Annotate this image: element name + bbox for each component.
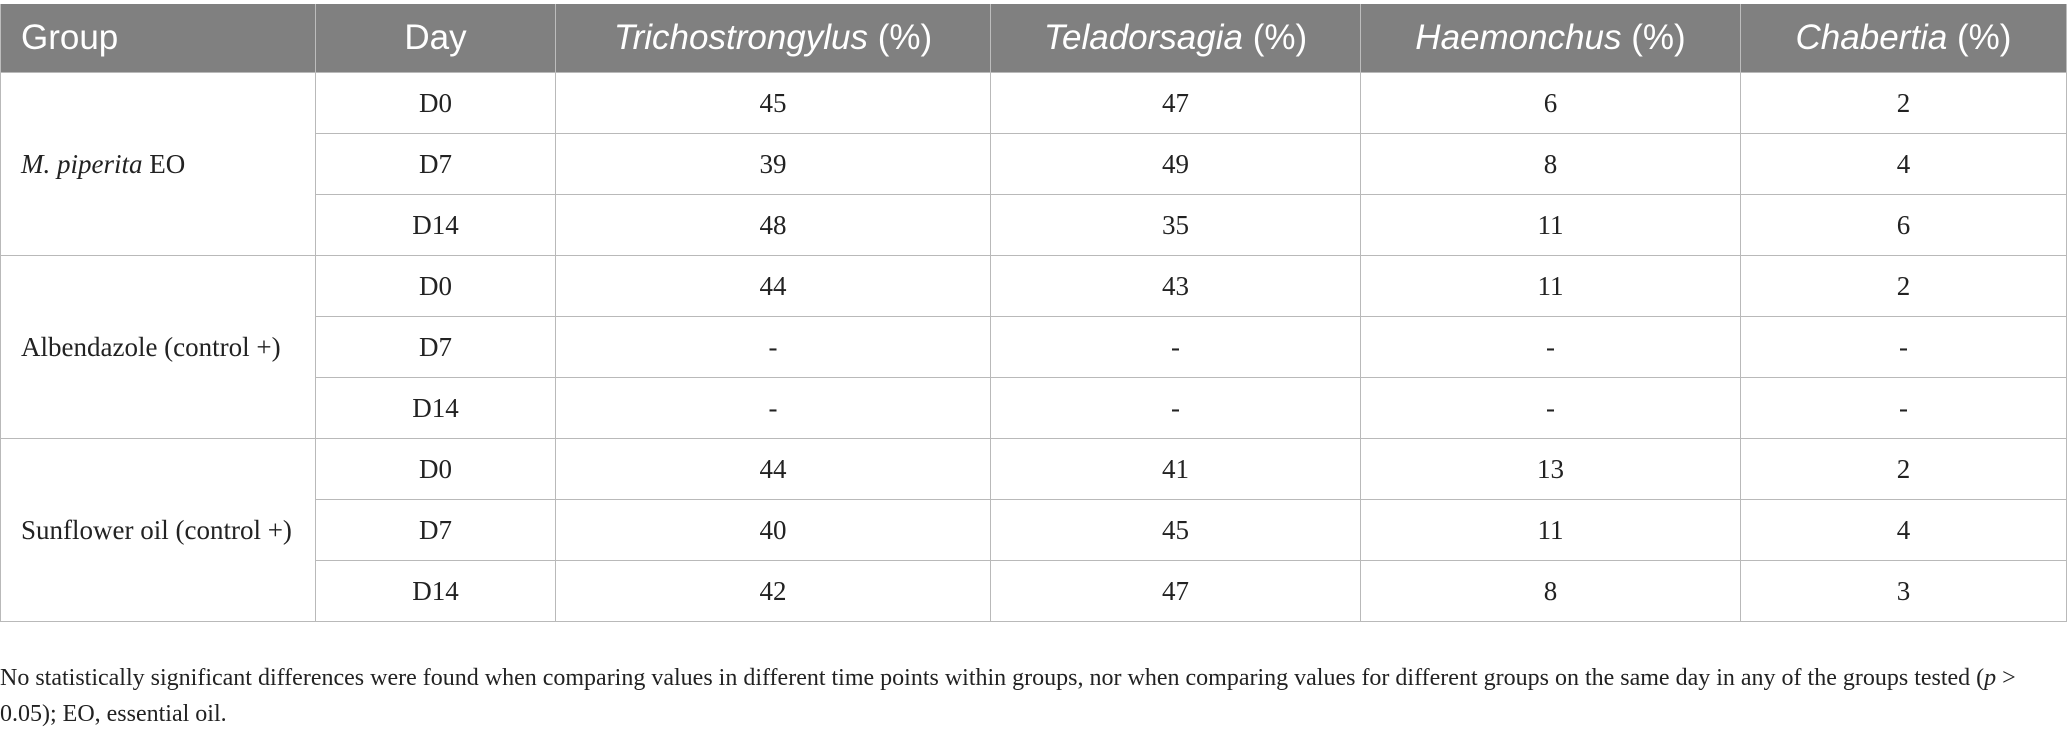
value-cell: 6 [1740, 194, 2067, 256]
value-cell: 2 [1740, 438, 2067, 500]
day-cell: D14 [315, 194, 556, 256]
header-day: Day [315, 4, 556, 73]
value-cell: 42 [555, 560, 991, 622]
value-cell: 35 [990, 194, 1361, 256]
value-cell: 44 [555, 438, 991, 500]
footnote-text-start: No statistically significant differences… [0, 665, 1985, 691]
day-cell: D14 [315, 560, 556, 622]
header-haemonchus: Haemonchus (%) [1360, 4, 1741, 73]
day-cell: D0 [315, 438, 556, 500]
header-genus-name: Trichostrongylus [613, 18, 868, 57]
group-name-cell: Albendazole (control +) [0, 255, 316, 439]
value-cell: 47 [990, 72, 1361, 134]
value-cell: 4 [1740, 499, 2067, 561]
table-row: D14 48 35 11 6 [1, 194, 2067, 256]
value-cell: 2 [1740, 72, 2067, 134]
group-name-text: EO [142, 148, 186, 179]
group-name-cell: M. piperita EO [0, 72, 316, 256]
value-cell: 3 [1740, 560, 2067, 622]
day-cell: D14 [315, 377, 556, 439]
header-genus-name: Haemonchus [1415, 18, 1622, 57]
header-chabertia: Chabertia (%) [1740, 4, 2067, 73]
header-unit: (%) [1242, 18, 1308, 57]
table-row: D14 - - - - [1, 377, 2067, 439]
value-cell: 48 [555, 194, 991, 256]
value-cell: 4 [1740, 133, 2067, 195]
group-name-italic: M. piperita [21, 148, 143, 179]
group-name-text: Albendazole (control +) [21, 331, 281, 362]
table-row: D14 42 47 8 3 [1, 560, 2067, 622]
value-cell: - [555, 316, 991, 378]
header-unit: (%) [1621, 18, 1686, 57]
value-cell: - [1740, 316, 2067, 378]
day-cell: D7 [315, 133, 556, 195]
header-genus-name: Chabertia [1795, 18, 1948, 57]
value-cell: - [990, 316, 1361, 378]
group-name-text: Sunflower oil (control +) [21, 514, 292, 545]
value-cell: - [1360, 316, 1741, 378]
table-row: Albendazole (control +) D0 44 43 11 2 [0, 255, 2067, 439]
value-cell: 11 [1360, 255, 1741, 317]
table-row: Sunflower oil (control +) D0 44 41 13 2 [0, 438, 2067, 622]
value-cell: 49 [990, 133, 1361, 195]
group-name-cell: Sunflower oil (control +) [0, 438, 316, 622]
header-row: Group Day Trichostrongylus (%) Teladorsa… [0, 4, 2067, 73]
day-cell: D0 [315, 72, 556, 134]
value-cell: 8 [1360, 560, 1741, 622]
value-cell: 11 [1360, 499, 1741, 561]
header-unit: (%) [868, 18, 933, 57]
table-row: D7 40 45 11 4 [1, 499, 2067, 561]
value-cell: 6 [1360, 72, 1741, 134]
value-cell: 2 [1740, 255, 2067, 317]
day-cell: D0 [315, 255, 556, 317]
header-teladorsagia: Teladorsagia (%) [990, 4, 1361, 73]
value-cell: 45 [555, 72, 991, 134]
header-genus-name: Teladorsagia [1043, 18, 1243, 57]
header-unit: (%) [1947, 18, 2012, 57]
value-cell: 8 [1360, 133, 1741, 195]
value-cell: 41 [990, 438, 1361, 500]
value-cell: 47 [990, 560, 1361, 622]
table-row: M. piperita EO D0 45 47 6 2 [0, 72, 2067, 256]
header-trichostrongylus: Trichostrongylus (%) [555, 4, 991, 73]
day-cell: D7 [315, 316, 556, 378]
value-cell: - [1360, 377, 1741, 439]
value-cell: 40 [555, 499, 991, 561]
value-cell: 11 [1360, 194, 1741, 256]
value-cell: 45 [990, 499, 1361, 561]
value-cell: 13 [1360, 438, 1741, 500]
value-cell: - [555, 377, 991, 439]
header-group: Group [0, 4, 316, 73]
value-cell: - [1740, 377, 2067, 439]
value-cell: 43 [990, 255, 1361, 317]
footnote-text-end: > 0.05); EO, essential oil. [0, 665, 2016, 727]
footnote-p-symbol: p [1984, 665, 1997, 691]
results-table: Group Day Trichostrongylus (%) Teladorsa… [0, 4, 2067, 622]
value-cell: 44 [555, 255, 991, 317]
value-cell: 39 [555, 133, 991, 195]
day-cell: D7 [315, 499, 556, 561]
value-cell: - [990, 377, 1361, 439]
table-row: D7 - - - - [1, 316, 2067, 378]
table-footnote: No statistically significant differences… [0, 660, 2060, 732]
